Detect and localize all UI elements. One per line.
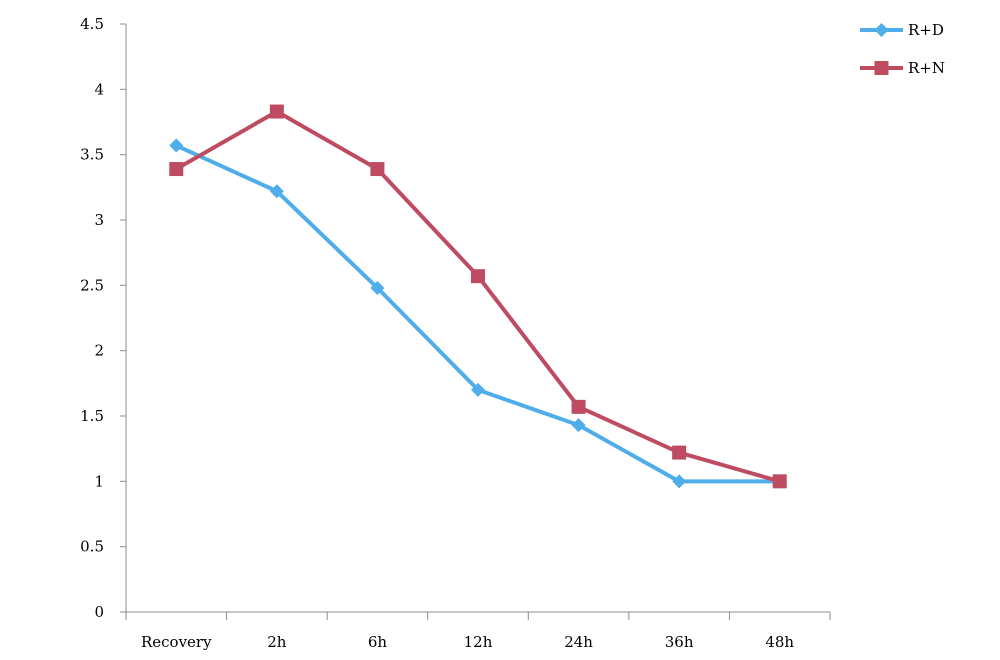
data-point-r-n (169, 162, 184, 177)
data-point-r-d (672, 474, 687, 489)
data-point-r-n (571, 399, 586, 414)
x-tick-label: 48h (765, 633, 794, 651)
x-tick-label: Recovery (141, 633, 212, 651)
data-point-r-n (772, 474, 787, 489)
y-tick-label: 3.5 (80, 146, 104, 164)
legend-marker-r-n (874, 61, 889, 75)
legend-marker-r-d (874, 23, 889, 37)
x-tick-label: 2h (267, 633, 287, 651)
series-r-n (169, 104, 787, 489)
series-r-d (169, 138, 787, 489)
x-tick-label: 12h (464, 633, 493, 651)
data-point-r-d (269, 184, 284, 199)
y-tick-label: 1.5 (80, 407, 104, 425)
y-tick-label: 1 (94, 472, 104, 490)
y-tick-label: 0.5 (80, 538, 104, 556)
data-point-r-d (370, 280, 385, 295)
y-tick-label: 2 (94, 342, 104, 360)
legend-item-r-d: R+D (860, 21, 944, 39)
x-tick-label: 36h (665, 633, 694, 651)
series-line-r-d (175, 143, 780, 484)
plot-area (169, 104, 787, 489)
data-point-r-n (471, 269, 485, 284)
y-tick-label: 0 (94, 603, 104, 621)
y-tick-label: 2.5 (80, 276, 104, 294)
legend-label: R+N (908, 59, 945, 77)
y-tick-label: 4 (94, 80, 104, 98)
y-tick-label: 4.5 (80, 15, 104, 33)
y-tick-label: 3 (94, 211, 104, 229)
legend: R+D R+N (860, 21, 945, 77)
axes: 0 0.5 1 1.5 2 2.5 3 3.5 4 4.5 Recovery 2h 6h 12h 24h 36… (80, 15, 831, 651)
legend-item-r-n: R+N (860, 59, 945, 77)
series-line-r-n (175, 109, 781, 484)
data-point-r-n (370, 162, 385, 177)
data-point-r-d (471, 382, 485, 397)
x-tick-label: 6h (368, 633, 388, 651)
data-point-r-d (169, 138, 184, 153)
legend-label: R+D (908, 21, 944, 39)
data-point-r-d (571, 418, 586, 433)
x-tick-label: 24h (564, 633, 593, 651)
data-point-r-n (269, 104, 284, 119)
data-point-r-n (672, 445, 687, 460)
